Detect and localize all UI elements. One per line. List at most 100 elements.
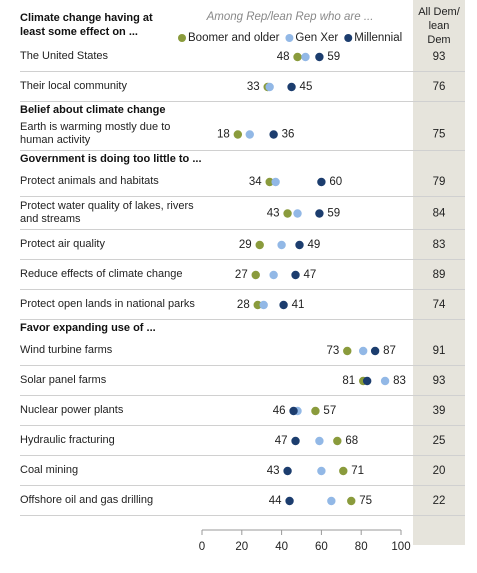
category-label: Wind turbine farms: [20, 344, 113, 356]
dot: [265, 82, 274, 92]
dot: [283, 209, 292, 218]
value-label: 36: [282, 129, 295, 141]
dot: [283, 466, 292, 476]
category-label: Hydraulic fracturing: [20, 434, 115, 446]
dem-title-text: All Dem/ lean Dem: [418, 6, 460, 46]
legend-marker: [285, 34, 294, 42]
value-label: 73: [326, 345, 339, 357]
dot: [253, 300, 262, 310]
dot: [315, 436, 324, 446]
dot: [370, 346, 380, 356]
dem-value: 20: [433, 465, 446, 477]
row: Hydraulic fracturing: [20, 426, 465, 456]
legend-marker: [344, 34, 353, 42]
value-label: 44: [269, 495, 282, 507]
dem-value: 91: [433, 345, 446, 357]
category-label: Offshore oil and gas drilling: [20, 494, 154, 506]
value-label: 57: [323, 405, 336, 417]
dem-column-title: All Dem/ lean Dem: [413, 5, 465, 47]
dem-value: 76: [433, 81, 446, 93]
x-tick-label: 0: [199, 541, 205, 553]
row: Reduce effects of climate change: [20, 260, 465, 290]
value-label: 75: [359, 495, 372, 507]
category-label: Nuclear power plants: [20, 404, 124, 416]
row: Solar panel farms: [20, 366, 465, 396]
group-title-text: Government is doing too little to ...: [20, 153, 202, 165]
value-label: 60: [329, 176, 342, 188]
dot: [255, 240, 264, 250]
dot: [245, 130, 254, 139]
value-label: 48: [277, 51, 290, 63]
value-label: 46: [273, 405, 286, 417]
dot: [311, 406, 320, 416]
row: Offshore oil and gas drilling: [20, 486, 465, 516]
category-label: Coal mining: [20, 464, 79, 476]
x-tick-label: 100: [391, 541, 410, 553]
row: Their local community: [20, 72, 465, 102]
dot: [265, 177, 274, 187]
group-title: Belief about climate change: [20, 102, 465, 118]
dot: [315, 52, 324, 62]
value-label: 18: [217, 129, 230, 141]
category-label: Solar panel farms: [20, 374, 107, 386]
dot: [271, 177, 280, 187]
dot: [347, 496, 356, 506]
legend-label: Boomer and older: [188, 32, 280, 44]
subtitle: Among Rep/lean Rep who are ...: [206, 11, 374, 23]
value-label: 68: [345, 435, 358, 447]
value-label: 49: [308, 239, 321, 251]
row: Coal mining: [20, 456, 465, 486]
value-label: 43: [267, 208, 280, 220]
dot: [327, 496, 336, 506]
x-tick-label: 60: [315, 541, 328, 553]
x-tick-label: 20: [235, 541, 248, 553]
dot: [289, 406, 298, 416]
value-label: 27: [235, 269, 248, 281]
value-label: 41: [292, 299, 305, 311]
dot: [295, 240, 304, 250]
category-label: Reduce effects of climate change: [20, 268, 183, 280]
value-label: 59: [327, 51, 340, 63]
dem-column-background: [413, 0, 465, 545]
value-label: 87: [383, 345, 396, 357]
dem-value: 39: [433, 405, 446, 417]
row: Nuclear power plants: [20, 396, 465, 426]
dem-value: 74: [433, 299, 446, 311]
category-label: Protect air quality: [20, 238, 105, 250]
category-label: Earth is warming mostly due to human act…: [20, 121, 171, 146]
row: Protect open lands in national parks: [20, 290, 465, 320]
dem-value: 25: [433, 435, 446, 447]
group-title-text: Belief about climate change: [20, 104, 166, 116]
dot: [279, 300, 288, 310]
dem-value: 93: [433, 51, 446, 63]
value-label: 34: [249, 176, 262, 188]
rows: Climate change having at least some effe…: [20, 0, 465, 516]
row: Earth is warming mostly due to human act…: [20, 118, 465, 151]
category-label: Protect water quality of lakes, rivers a…: [20, 200, 194, 225]
dem-value: 89: [433, 269, 446, 281]
dot: [362, 376, 372, 386]
x-tick-label: 40: [275, 541, 288, 553]
value-label: 43: [267, 465, 280, 477]
value-label: 45: [300, 81, 313, 93]
dot: [380, 376, 390, 386]
dot: [291, 436, 300, 446]
dot: [277, 240, 286, 250]
value-label: 81: [342, 375, 355, 387]
value-label: 83: [393, 375, 406, 387]
dot: [343, 346, 352, 356]
row: The United States: [20, 42, 465, 72]
dot: [233, 130, 243, 139]
category-label: Protect animals and habitats: [20, 175, 159, 187]
value-label: 28: [237, 299, 250, 311]
group-title: Climate change having at least some effe…: [20, 0, 465, 42]
dem-value: 93: [433, 375, 446, 387]
dot: [293, 52, 302, 62]
value-label: 33: [247, 81, 260, 93]
row: Protect air quality: [20, 230, 465, 260]
dot: [315, 209, 324, 218]
dot: [285, 496, 294, 506]
category-label: Protect open lands in national parks: [20, 298, 195, 310]
x-tick-label: 80: [355, 541, 368, 553]
